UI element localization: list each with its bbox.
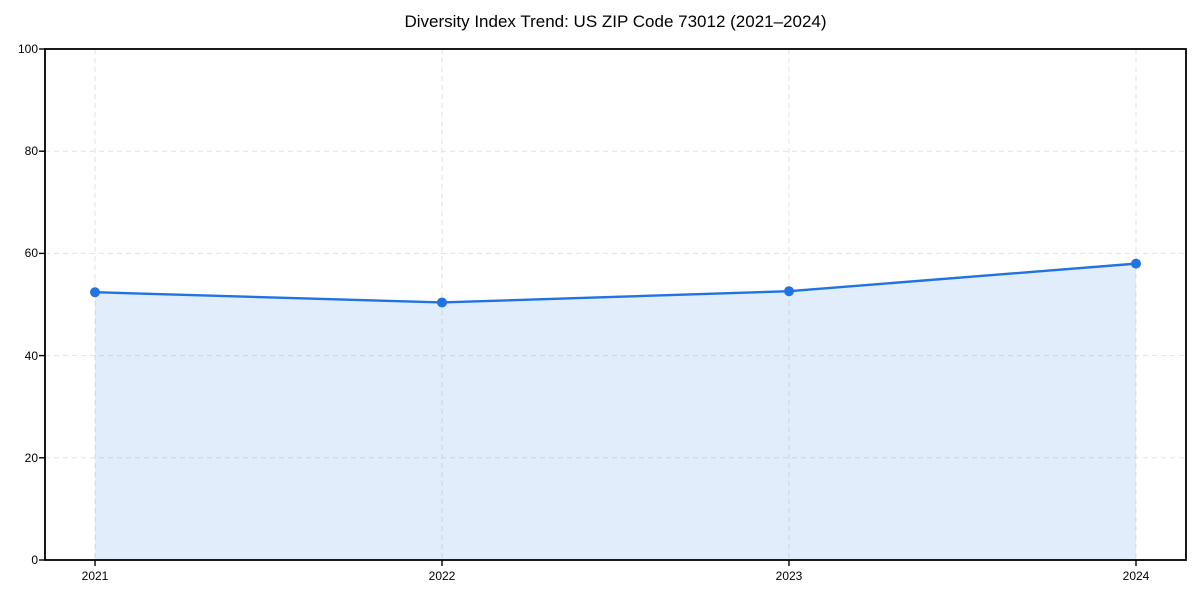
data-point-marker [90,287,100,298]
trend-line [93,262,1138,304]
y-tick-label: 40 [24,348,38,363]
y-tick-label: 20 [24,450,38,465]
plot-border [44,48,1187,561]
data-point-marker [1131,258,1141,269]
data-point-marker [437,297,447,308]
y-tick-label: 100 [17,42,38,56]
y-tick-label: 60 [24,246,38,261]
x-tick-label: 2023 [775,569,803,583]
x-tick-label: 2022 [428,569,456,583]
data-point-marker [784,286,794,297]
y-tick-label: 80 [24,144,38,159]
x-tick-label: 2021 [81,569,109,583]
area-fill [95,263,1136,560]
chart-title: Diversity Index Trend: US ZIP Code 73012… [404,12,827,31]
axis-ticks [39,48,1137,566]
data-point-markers [90,258,1141,308]
y-tick-label: 0 [31,553,38,567]
x-tick-label: 2024 [1122,569,1150,583]
